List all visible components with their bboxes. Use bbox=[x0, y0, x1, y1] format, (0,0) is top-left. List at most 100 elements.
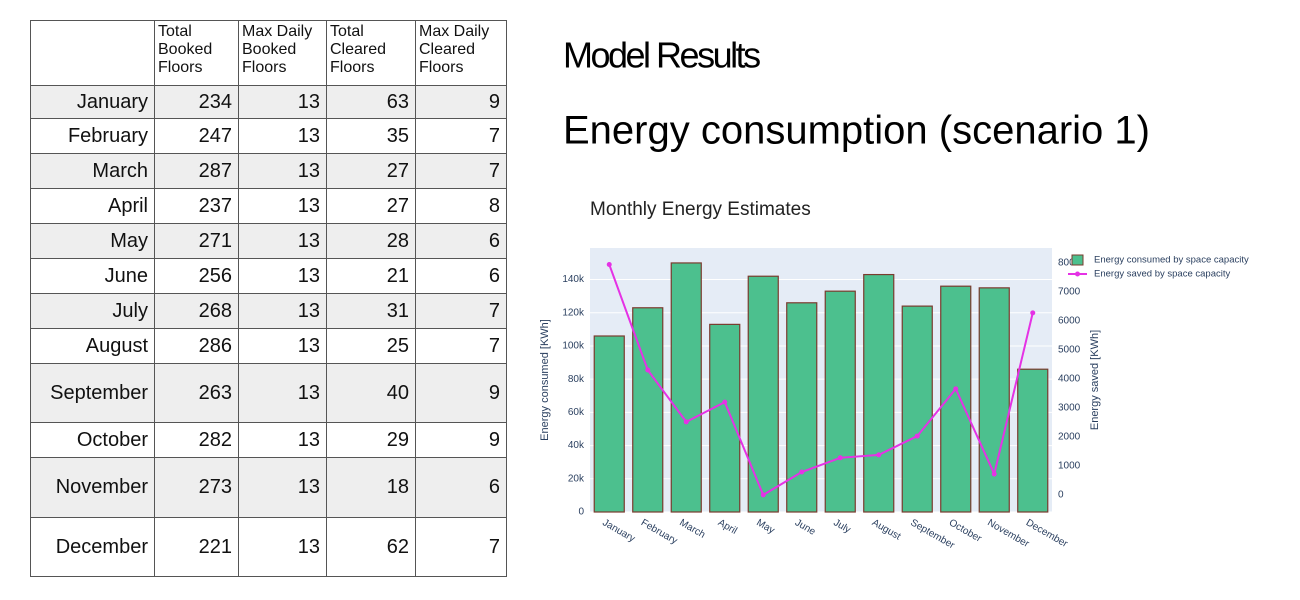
cell: 27 bbox=[326, 153, 416, 189]
cell: 6 bbox=[415, 258, 507, 294]
cell: 271 bbox=[154, 223, 239, 259]
bar bbox=[901, 305, 933, 513]
legend-swatch bbox=[1071, 254, 1084, 266]
y2-tick-label: 0 bbox=[1058, 490, 1064, 501]
x-tick-label: February bbox=[639, 517, 679, 547]
table-row: January 234 13 63 9 bbox=[30, 85, 507, 119]
table-row: September 263 13 40 9 bbox=[30, 363, 507, 423]
x-tick-label: May bbox=[754, 517, 776, 536]
bar bbox=[940, 285, 972, 513]
cell: 18 bbox=[326, 457, 416, 518]
bar bbox=[670, 262, 702, 513]
cell: 31 bbox=[326, 293, 416, 329]
row-label: December bbox=[30, 517, 155, 577]
x-tick-label: April bbox=[716, 517, 739, 537]
cell: 9 bbox=[415, 422, 507, 458]
cell: 62 bbox=[326, 517, 416, 577]
cell: 263 bbox=[154, 363, 239, 423]
bar bbox=[593, 335, 625, 513]
x-tick-label: July bbox=[831, 517, 852, 535]
y-tick-label: 60k bbox=[568, 407, 585, 418]
table-row: December 221 13 62 7 bbox=[30, 517, 507, 577]
line bbox=[608, 264, 1034, 497]
cell: 234 bbox=[154, 85, 239, 119]
y2-tick-label: 5000 bbox=[1058, 345, 1081, 356]
cell: 286 bbox=[154, 328, 239, 364]
page-subtitle: Energy consumption (scenario 1) bbox=[563, 109, 1150, 153]
cell: 29 bbox=[326, 422, 416, 458]
y-tick-label: 140k bbox=[562, 274, 585, 285]
y-tick-label: 20k bbox=[568, 473, 585, 484]
table-row: March 287 13 27 7 bbox=[30, 153, 507, 189]
line-marker bbox=[1030, 310, 1036, 316]
table-row: April 237 13 27 8 bbox=[30, 188, 507, 224]
cell: 8 bbox=[415, 188, 507, 224]
cell: 256 bbox=[154, 258, 239, 294]
cell: 13 bbox=[238, 153, 327, 189]
table-row: October 282 13 29 9 bbox=[30, 422, 507, 458]
y2-tick-label: 6000 bbox=[1058, 316, 1081, 327]
row-label: March bbox=[30, 153, 155, 189]
table-row: May 271 13 28 6 bbox=[30, 223, 507, 259]
cell: 13 bbox=[238, 223, 327, 259]
line-marker bbox=[722, 399, 728, 405]
cell: 287 bbox=[154, 153, 239, 189]
y-tick-label: 100k bbox=[562, 341, 585, 352]
row-label: October bbox=[30, 422, 155, 458]
y-axis-title: Energy consumed [KWh] bbox=[539, 319, 551, 441]
cell: 13 bbox=[238, 293, 327, 329]
row-label: July bbox=[30, 293, 155, 329]
line-marker bbox=[953, 386, 959, 392]
cell: 7 bbox=[415, 153, 507, 189]
header-row: Total Booked Floors Max Daily Booked Floo… bbox=[30, 20, 507, 86]
y-tick-label: 120k bbox=[562, 307, 585, 318]
line-marker bbox=[837, 455, 843, 461]
cell: 221 bbox=[154, 517, 239, 577]
line-marker bbox=[683, 419, 689, 425]
table-row: February 247 13 35 7 bbox=[30, 118, 507, 154]
y-tick-label: 0 bbox=[578, 507, 584, 518]
cell: 6 bbox=[415, 457, 507, 518]
cell: 273 bbox=[154, 457, 239, 518]
cell: 13 bbox=[238, 258, 327, 294]
row-label: August bbox=[30, 328, 155, 364]
bar bbox=[1017, 368, 1049, 513]
line-marker bbox=[914, 433, 920, 439]
cell: 13 bbox=[238, 328, 327, 364]
y-tick-label: 40k bbox=[568, 440, 585, 451]
cell: 7 bbox=[415, 118, 507, 154]
row-label: February bbox=[30, 118, 155, 154]
row-label: November bbox=[30, 457, 155, 518]
cell: 40 bbox=[326, 363, 416, 423]
cell: 13 bbox=[238, 422, 327, 458]
x-tick-label: March bbox=[677, 517, 707, 540]
x-tick-label: November bbox=[985, 517, 1031, 550]
row-label: January bbox=[30, 85, 155, 119]
line-marker bbox=[876, 452, 882, 458]
cell: 35 bbox=[326, 118, 416, 154]
cell: 13 bbox=[238, 188, 327, 224]
cell: 9 bbox=[415, 85, 507, 119]
y2-tick-label: 4000 bbox=[1058, 374, 1081, 385]
bar bbox=[863, 273, 895, 513]
y2-tick-label: 3000 bbox=[1058, 403, 1081, 414]
legend-label: Energy consumed by space capacity bbox=[1094, 255, 1249, 266]
line-marker bbox=[645, 367, 651, 373]
cell: 28 bbox=[326, 223, 416, 259]
plot-background bbox=[590, 248, 1052, 512]
x-tick-label: December bbox=[1024, 517, 1070, 550]
cell: 268 bbox=[154, 293, 239, 329]
cell: 13 bbox=[238, 85, 327, 119]
row-label: June bbox=[30, 258, 155, 294]
cell: 7 bbox=[415, 517, 507, 577]
table-row: July 268 13 31 7 bbox=[30, 293, 507, 329]
cell: 13 bbox=[238, 517, 327, 577]
y-tick-label: 80k bbox=[568, 374, 585, 385]
page-title: Model Results bbox=[563, 35, 760, 76]
bar bbox=[709, 323, 741, 513]
table-row: June 256 13 21 6 bbox=[30, 258, 507, 294]
x-tick-label: June bbox=[793, 517, 818, 538]
cell: 6 bbox=[415, 223, 507, 259]
y2-axis-title: Energy saved [KWh] bbox=[1089, 330, 1101, 430]
